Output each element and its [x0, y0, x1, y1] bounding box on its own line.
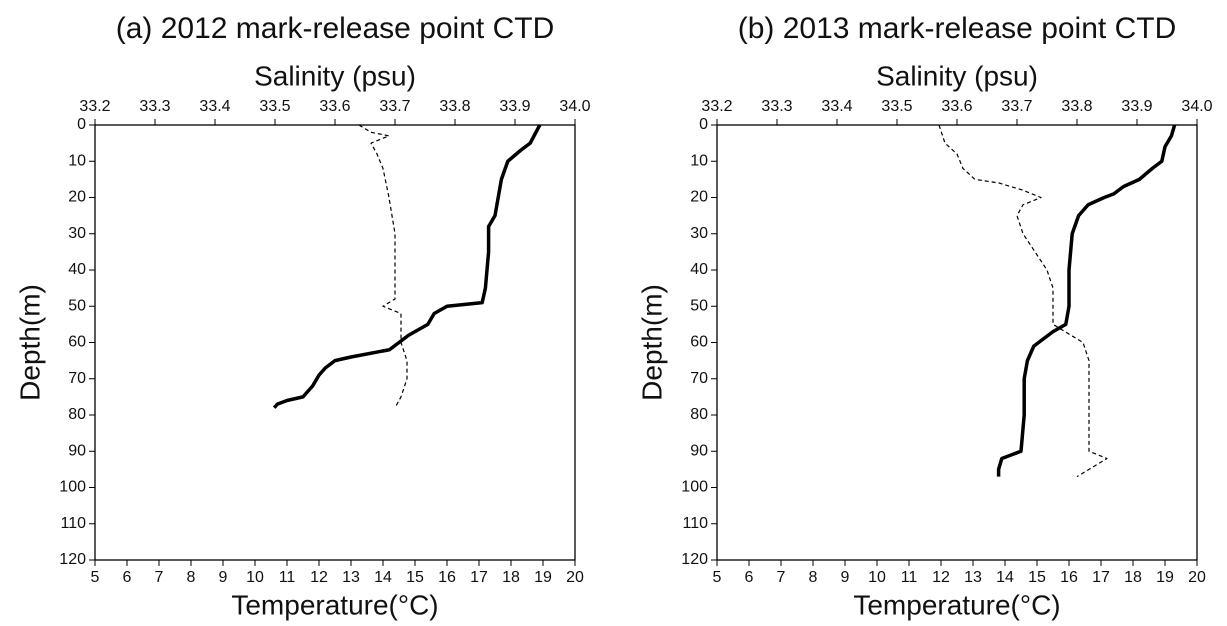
y-axis-label: Depth(m) — [14, 284, 45, 401]
x-tick-label: 17 — [470, 569, 488, 586]
x-tick-label: 15 — [406, 569, 424, 586]
y-tick-label: 110 — [682, 515, 708, 532]
x2-tick-label: 33.9 — [499, 98, 530, 115]
temperature-line — [996, 124, 1177, 477]
x2-tick-label: 34.0 — [1181, 98, 1212, 115]
x-tick-label: 12 — [310, 569, 328, 586]
y-tick-label: 80 — [690, 406, 708, 423]
x-axis-label: Temperature(°C) — [853, 589, 1060, 620]
x-tick-label: 9 — [841, 569, 850, 586]
x2-tick-label: 33.3 — [761, 98, 792, 115]
chart-title: (b) 2013 mark-release point CTD — [738, 12, 1177, 45]
x2-tick-label: 33.5 — [881, 98, 912, 115]
x2-tick-label: 33.7 — [379, 98, 410, 115]
x-tick-label: 5 — [91, 569, 100, 586]
x-tick-label: 10 — [868, 569, 886, 586]
x-tick-label: 6 — [123, 569, 132, 586]
x2-tick-label: 33.8 — [1061, 98, 1092, 115]
plot-frame — [716, 124, 1198, 561]
chart-title: (a) 2012 mark-release point CTD — [116, 12, 555, 45]
x2-tick-label: 33.9 — [1121, 98, 1152, 115]
y-tick-label: 110 — [60, 515, 86, 532]
x-tick-label: 18 — [1124, 569, 1142, 586]
y-tick-label: 10 — [690, 152, 708, 169]
x2-tick-label: 33.2 — [79, 98, 110, 115]
x-tick-label: 11 — [901, 569, 918, 586]
salinity-line — [358, 124, 408, 409]
x-tick-label: 14 — [996, 569, 1014, 586]
x-tick-label: 12 — [932, 569, 950, 586]
y-tick-label: 30 — [68, 225, 86, 242]
x-tick-label: 10 — [246, 569, 264, 586]
x2-tick-label: 33.4 — [821, 98, 852, 115]
x2-axis-label: Salinity (psu) — [254, 60, 416, 91]
x-axis-label: Temperature(°C) — [231, 589, 438, 620]
x-tick-label: 19 — [534, 569, 552, 586]
x2-axis-label: Salinity (psu) — [876, 60, 1038, 91]
x2-tick-label: 33.6 — [941, 98, 972, 115]
plot-frame — [94, 124, 576, 561]
y-tick-label: 70 — [690, 370, 708, 387]
y-tick-label: 120 — [681, 551, 708, 568]
y-tick-label: 60 — [690, 334, 708, 351]
x-tick-label: 14 — [374, 569, 392, 586]
x2-tick-label: 33.5 — [259, 98, 290, 115]
x2-tick-label: 34.0 — [559, 98, 590, 115]
salinity-line — [938, 124, 1108, 478]
y-tick-label: 100 — [59, 479, 86, 496]
x-tick-label: 15 — [1028, 569, 1046, 586]
x-tick-label: 6 — [745, 569, 754, 586]
x-tick-label: 20 — [1188, 569, 1206, 586]
x-tick-label: 13 — [964, 569, 982, 586]
y-tick-label: 0 — [77, 116, 86, 133]
x2-tick-label: 33.6 — [319, 98, 350, 115]
y-tick-label: 40 — [690, 261, 708, 278]
x-tick-label: 19 — [1156, 569, 1174, 586]
x-tick-label: 8 — [187, 569, 196, 586]
y-tick-label: 50 — [68, 297, 86, 314]
y-tick-label: 90 — [68, 442, 86, 459]
y-tick-label: 70 — [68, 370, 86, 387]
temperature-line — [272, 124, 542, 409]
y-tick-label: 40 — [68, 261, 86, 278]
x-tick-label: 17 — [1092, 569, 1110, 586]
x-tick-label: 18 — [502, 569, 520, 586]
y-tick-label: 30 — [690, 225, 708, 242]
y-tick-label: 10 — [68, 152, 86, 169]
x-tick-label: 20 — [566, 569, 584, 586]
x-tick-label: 5 — [713, 569, 722, 586]
x-tick-label: 13 — [342, 569, 360, 586]
x-tick-label: 7 — [777, 569, 786, 586]
x2-tick-label: 33.7 — [1001, 98, 1032, 115]
y-tick-label: 50 — [690, 297, 708, 314]
y-axis-label: Depth(m) — [636, 284, 667, 401]
y-tick-label: 100 — [681, 479, 708, 496]
y-tick-label: 120 — [59, 551, 86, 568]
x-tick-label: 11 — [279, 569, 296, 586]
x-tick-label: 8 — [809, 569, 818, 586]
x2-tick-label: 33.4 — [199, 98, 230, 115]
y-tick-label: 80 — [68, 406, 86, 423]
y-tick-label: 20 — [68, 189, 86, 206]
x2-tick-label: 33.8 — [439, 98, 470, 115]
x-tick-label: 9 — [219, 569, 228, 586]
x-tick-label: 7 — [155, 569, 164, 586]
x2-tick-label: 33.3 — [139, 98, 170, 115]
x-tick-label: 16 — [1060, 569, 1078, 586]
x2-tick-label: 33.2 — [701, 98, 732, 115]
y-tick-label: 20 — [690, 189, 708, 206]
y-tick-label: 0 — [699, 116, 708, 133]
y-tick-label: 60 — [68, 334, 86, 351]
y-tick-label: 90 — [690, 442, 708, 459]
x-tick-label: 16 — [438, 569, 456, 586]
